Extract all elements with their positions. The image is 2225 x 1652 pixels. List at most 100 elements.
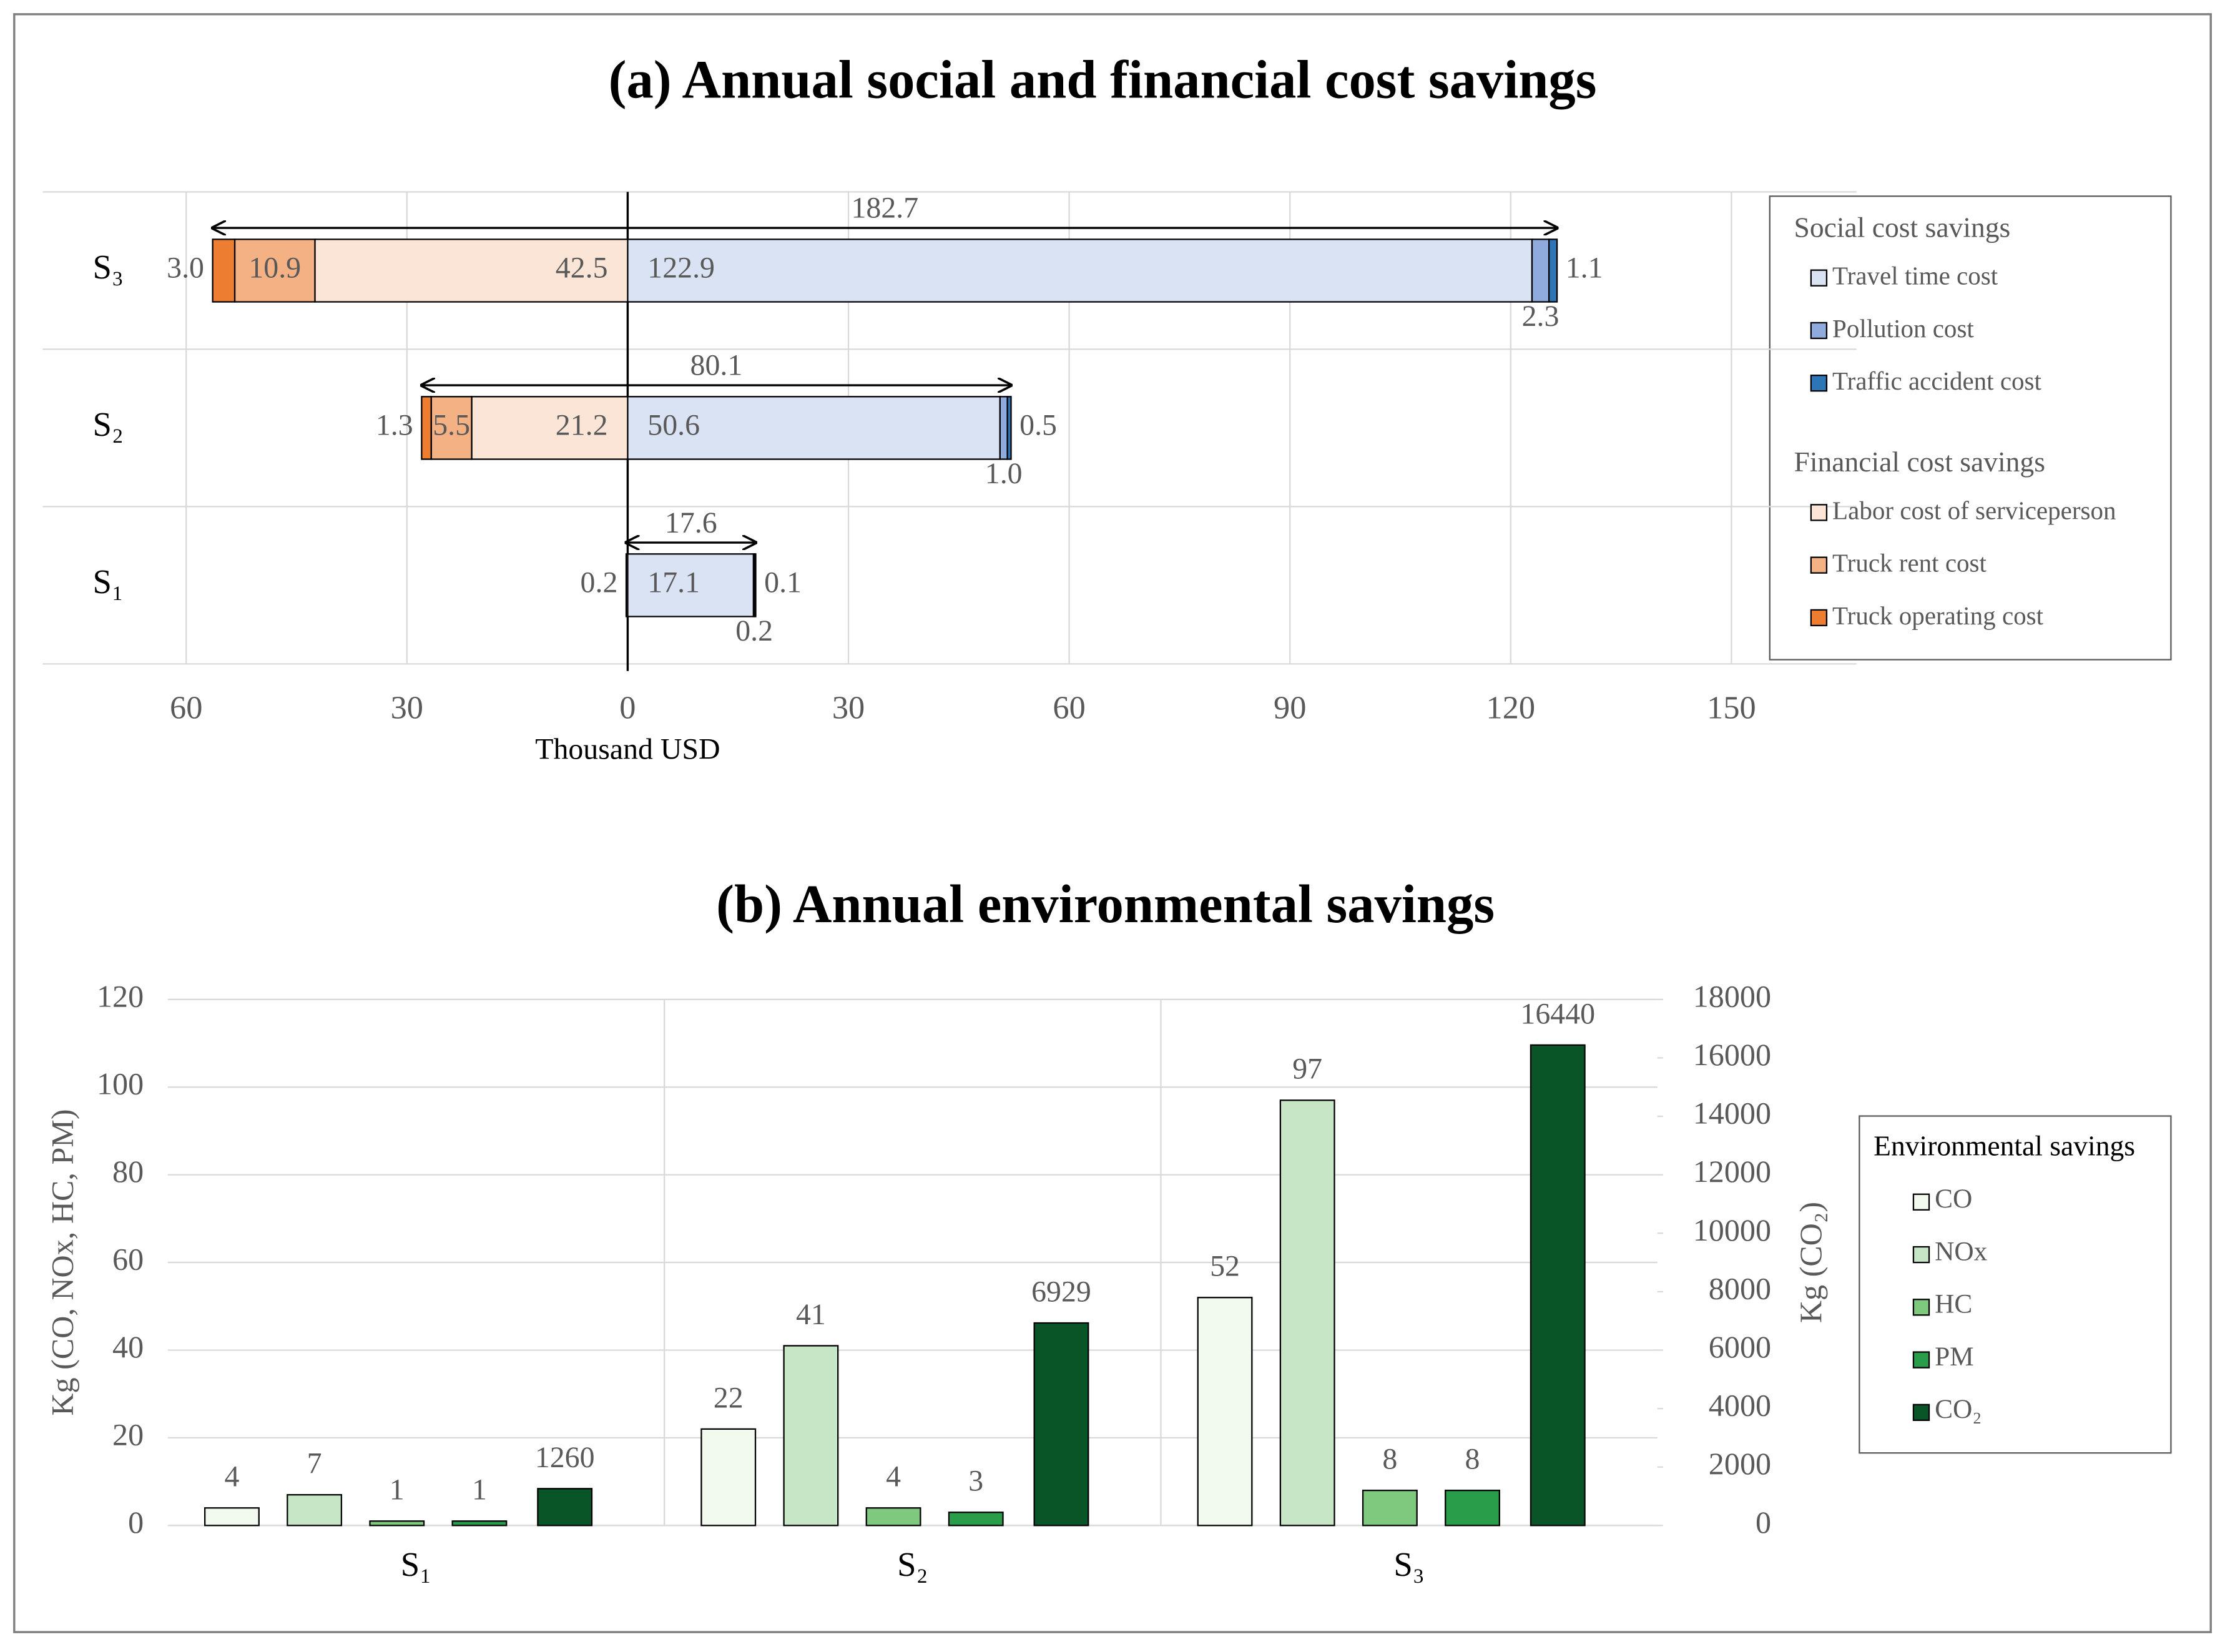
data-label: 4 <box>224 1460 239 1493</box>
x-axis-label: Thousand USD <box>535 733 720 766</box>
legend-label: CO <box>1935 1184 1972 1214</box>
legend-swatch <box>1810 375 1828 392</box>
y2-tick-label: 12000 <box>1693 1154 1771 1189</box>
data-label: 6929 <box>1031 1275 1091 1308</box>
x-tick-label: 0 <box>619 690 636 726</box>
bar <box>1530 1044 1586 1527</box>
data-label: 5.5 <box>433 408 470 441</box>
y2-tick-label: 16000 <box>1693 1037 1771 1072</box>
legend-box <box>1769 195 2172 661</box>
data-label: 1260 <box>535 1441 595 1474</box>
data-label: 2.3 <box>1522 300 1559 333</box>
legend-swatch <box>1912 1193 1930 1211</box>
x-tick-label: 60 <box>1053 690 1085 726</box>
legend-swatch <box>1810 556 1828 574</box>
data-label: 52 <box>1210 1250 1240 1283</box>
y-tick-label: S₃ <box>92 248 123 286</box>
data-label: 42.5 <box>556 251 608 284</box>
y-tick-label: S₁ <box>92 563 123 601</box>
bar <box>1033 1322 1089 1527</box>
bar-segment <box>430 396 473 460</box>
data-label: 7 <box>307 1447 322 1480</box>
bar <box>1362 1490 1418 1527</box>
bar <box>1197 1297 1253 1527</box>
bar <box>783 1345 839 1527</box>
x-tick-label: 150 <box>1707 690 1756 726</box>
bar-segment <box>1548 238 1558 303</box>
legend-title: Environmental savings <box>1874 1129 2135 1161</box>
y2-tick-label: 10000 <box>1693 1212 1771 1247</box>
total-label: 17.6 <box>665 506 717 539</box>
data-label: 17.1 <box>647 566 700 599</box>
bar-segment <box>212 238 236 303</box>
bar-segment <box>999 396 1008 460</box>
data-label: 8 <box>1465 1443 1480 1476</box>
y-axis-label: Kg (CO, NOx, HC, PM) <box>44 1109 79 1415</box>
legend-swatch <box>1810 609 1828 627</box>
legend-label: PM <box>1935 1342 1974 1372</box>
legend-swatch <box>1810 322 1828 340</box>
data-label: 1.3 <box>376 408 413 441</box>
x-tick-label: 30 <box>391 690 423 726</box>
bar-segment <box>314 238 629 303</box>
legend-swatch <box>1810 504 1828 521</box>
legend-title: Financial cost savings <box>1794 446 2045 478</box>
bar-segment <box>625 553 629 617</box>
y2-tick-label: 2000 <box>1709 1446 1771 1481</box>
x-tick-label: S₁ <box>401 1545 431 1583</box>
data-label: 8 <box>1382 1443 1397 1476</box>
bar-segment <box>421 396 432 460</box>
y2-tick-label: 18000 <box>1693 978 1771 1013</box>
y-tick-label: 0 <box>128 1505 144 1540</box>
legend-label: HC <box>1935 1289 1972 1319</box>
legend-swatch <box>1912 1404 1930 1421</box>
data-label: 10.9 <box>248 251 301 284</box>
legend-label: Travel time cost <box>1832 262 1998 290</box>
bar <box>287 1494 343 1527</box>
data-label: 0.1 <box>764 566 802 599</box>
legend-swatch <box>1810 269 1828 287</box>
y-tick-label: 40 <box>112 1329 144 1364</box>
y2-tick-label: 0 <box>1756 1505 1771 1540</box>
bar <box>369 1520 425 1527</box>
bar <box>948 1512 1004 1527</box>
bar <box>451 1520 508 1527</box>
legend-swatch <box>1912 1299 1930 1316</box>
y2-axis-label: Kg (CO₂) <box>1793 1202 1828 1323</box>
y2-tick-label: 8000 <box>1709 1271 1771 1305</box>
chart-title: (a) Annual social and financial cost sav… <box>609 50 1597 110</box>
data-label: 97 <box>1292 1053 1322 1086</box>
legend-label: NOx <box>1935 1236 1988 1266</box>
bar-segment <box>1006 396 1012 460</box>
legend-label: Truck operating cost <box>1832 601 2044 630</box>
data-label: 3 <box>968 1465 983 1498</box>
data-label: 1.0 <box>985 457 1023 490</box>
legend-label: Traffic accident cost <box>1832 366 2041 395</box>
legend-label: Pollution cost <box>1832 314 1974 343</box>
y-tick-label: 100 <box>97 1066 144 1101</box>
legend-label: Truck rent cost <box>1832 549 1987 578</box>
data-label: 0.5 <box>1019 408 1057 441</box>
bar <box>537 1488 593 1527</box>
legend-title: Social cost savings <box>1794 211 2011 243</box>
y2-tick-label: 4000 <box>1709 1388 1771 1423</box>
legend-label: CO₂ <box>1935 1394 1982 1424</box>
bar-segment <box>627 396 1001 460</box>
x-tick-label: 60 <box>170 690 202 726</box>
data-label: 4 <box>886 1460 901 1493</box>
bar <box>204 1507 260 1527</box>
chart-title: (b) Annual environmental savings <box>716 874 1495 934</box>
data-label: 21.2 <box>556 408 608 441</box>
x-tick-label: 120 <box>1486 690 1536 726</box>
data-label: 16440 <box>1520 997 1595 1030</box>
x-tick-label: 30 <box>832 690 865 726</box>
data-label: 122.9 <box>647 251 715 284</box>
bar-segment <box>1531 238 1550 303</box>
bar-segment <box>627 238 1533 303</box>
total-label: 182.7 <box>852 192 919 225</box>
legend-swatch <box>1912 1351 1930 1369</box>
data-label: 1 <box>472 1473 487 1507</box>
bar <box>865 1507 921 1527</box>
bar-segment <box>233 238 316 303</box>
